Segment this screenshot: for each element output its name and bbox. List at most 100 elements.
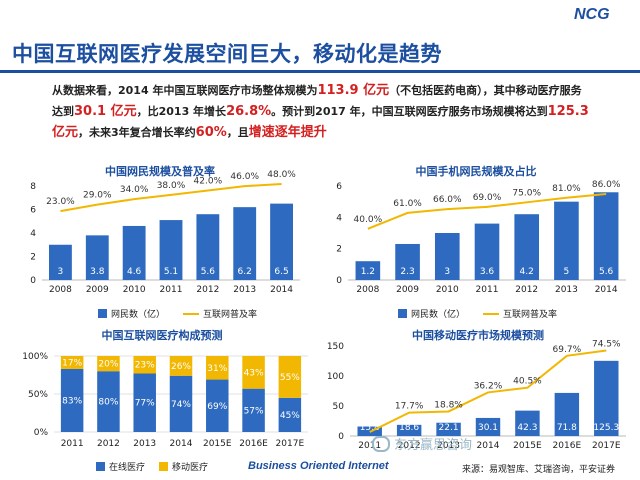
line-data-label: 75.0% bbox=[512, 188, 541, 198]
y-tick-label: 0% bbox=[34, 428, 49, 438]
bar-data-label: 71.8 bbox=[557, 423, 577, 433]
x-tick-label: 2014 bbox=[477, 441, 500, 451]
bar-data-label: 4.6 bbox=[127, 267, 142, 277]
line-data-label: 40.0% bbox=[354, 215, 383, 225]
legend-online-label: 在线医疗 bbox=[109, 463, 146, 473]
legend-online-swatch bbox=[96, 462, 105, 471]
bar bbox=[355, 261, 381, 280]
chart-title: 中国移动医疗市场规模预测 bbox=[412, 328, 544, 342]
mobile-data-label: 17% bbox=[62, 358, 82, 368]
x-tick-label: 2016E bbox=[553, 441, 582, 451]
online-data-label: 74% bbox=[171, 400, 191, 410]
x-tick-label: 2008 bbox=[356, 285, 379, 295]
y-tick-label: 2 bbox=[30, 253, 36, 263]
line-data-label: 17.7% bbox=[395, 402, 424, 412]
bar-online bbox=[206, 379, 229, 432]
bar-data-label: 5 bbox=[564, 267, 570, 277]
y-tick-label: 100% bbox=[22, 352, 48, 362]
bar bbox=[515, 410, 540, 436]
legend-mobile-swatch bbox=[159, 462, 169, 471]
mobile-data-label: 26% bbox=[171, 362, 191, 372]
summary-highlight: 30.1 亿元 bbox=[74, 104, 137, 119]
y-tick-label: 50% bbox=[28, 390, 48, 400]
x-tick-label: 2014 bbox=[595, 285, 618, 295]
mobile-data-label: 20% bbox=[98, 360, 118, 370]
mobile-data-label: 43% bbox=[244, 368, 264, 378]
line-data-label: 66.0% bbox=[433, 195, 462, 205]
x-tick-label: 2017E bbox=[276, 439, 305, 449]
bar-online bbox=[97, 371, 120, 432]
y-tick-label: 4 bbox=[336, 213, 342, 223]
y-tick-label: 8 bbox=[30, 182, 36, 192]
bar-data-label: 4.2 bbox=[520, 267, 534, 277]
line-data-label: 29.0% bbox=[83, 191, 112, 201]
summary-highlight: 113.9 亿元 bbox=[317, 83, 390, 98]
bar bbox=[395, 243, 420, 280]
chart-composition-legend: 在线医疗 移动医疗 bbox=[96, 460, 208, 473]
line-data-label: 69.7% bbox=[553, 345, 582, 355]
chart-title: 中国网民规模及普及率 bbox=[105, 164, 215, 178]
bar-data-label: 5.1 bbox=[164, 267, 178, 277]
y-tick-label: 0 bbox=[30, 276, 36, 286]
bar-mobile bbox=[133, 356, 156, 374]
bar bbox=[594, 360, 619, 436]
bar-data-label: 6.5 bbox=[274, 267, 288, 277]
bar bbox=[396, 424, 422, 436]
x-tick-label: 2013 bbox=[133, 439, 156, 449]
y-tick-label: 0 bbox=[336, 276, 342, 286]
bar-data-label: 5.6 bbox=[201, 267, 216, 277]
line-data-label: 34.0% bbox=[120, 185, 149, 195]
summary-text: ，未来3年复合增长率约 bbox=[78, 126, 196, 139]
bar-online bbox=[133, 373, 156, 432]
online-data-label: 69% bbox=[207, 402, 227, 412]
bar bbox=[233, 207, 257, 280]
bar-data-label: 22.1 bbox=[439, 423, 459, 433]
legend-line-label: 互联网普及率 bbox=[203, 310, 258, 320]
bar-mobile bbox=[97, 356, 120, 372]
x-tick-label: 2013 bbox=[233, 285, 256, 295]
bar bbox=[159, 220, 183, 280]
x-tick-label: 2008 bbox=[49, 285, 72, 295]
bar-data-label: 15.8 bbox=[360, 423, 380, 433]
bar bbox=[270, 203, 293, 280]
online-data-label: 45% bbox=[280, 411, 300, 421]
online-data-label: 83% bbox=[62, 396, 82, 406]
page-title: 中国互联网医疗发展空间巨大，移动化是趋势 bbox=[12, 42, 442, 66]
bar-online bbox=[169, 375, 193, 432]
bar-data-label: 5.6 bbox=[599, 267, 614, 277]
legend-line-swatch bbox=[483, 312, 500, 315]
chart-composition-panel: 中国互联网医疗构成预测 0% 50% 100% 83% 17% 2011 80% 20% 2012… bbox=[12, 328, 312, 460]
summary-highlight: 60% bbox=[195, 125, 227, 140]
bar bbox=[85, 235, 109, 280]
bar-mobile bbox=[242, 356, 265, 389]
y-tick-label: 50 bbox=[333, 402, 345, 412]
summary-text: 。预计到2017 年，中国互联网医疗服务市场规模将达到 bbox=[271, 105, 548, 118]
chart-composition: 中国互联网医疗构成预测 0% 50% 100% 83% 17% 2011 80% 20% 2012… bbox=[22, 328, 308, 449]
line-data-label: 42.0% bbox=[194, 177, 223, 187]
summary-highlight: 增速逐年提升 bbox=[248, 125, 327, 140]
legend-bar-swatch bbox=[398, 309, 407, 318]
wechat-icon bbox=[372, 435, 390, 452]
bar-data-label: 18.6 bbox=[399, 423, 419, 433]
legend-bar-label: 网民数（亿） bbox=[111, 310, 166, 320]
watermark: 东方赢思咨询 bbox=[372, 434, 472, 453]
y-tick-label: 150 bbox=[327, 342, 344, 352]
source-note: 来源：易观智库、艾瑞咨询，平安证券 bbox=[462, 465, 616, 475]
chart-mobile-market-panel: 中国移动医疗市场规模预测 0 50 100 150 15.8 2011 18.6 2012 22.… bbox=[326, 328, 630, 460]
summary-text: 从数据来看，2014 年中国互联网医疗市场整体规模为 bbox=[52, 84, 318, 97]
summary-highlight: 125.3 亿元 bbox=[52, 104, 589, 140]
mobile-data-label: 31% bbox=[207, 364, 227, 374]
chart-mobile-netizen-panel: 中国手机网民规模及占比 0 2 4 6 1.2 2008 2.3 2009 3 2010 3.6 201… bbox=[326, 164, 630, 312]
x-tick-label: 2015E bbox=[513, 441, 542, 451]
line-data-label: 18.8% bbox=[434, 400, 463, 410]
x-tick-label: 2014 bbox=[170, 439, 193, 449]
bar-data-label: 125.3 bbox=[593, 423, 619, 433]
bar-mobile bbox=[60, 356, 84, 369]
bar bbox=[475, 417, 501, 436]
chart-mobile-market: 中国移动医疗市场规模预测 0 50 100 150 15.8 2011 18.6 2012 22.… bbox=[327, 328, 626, 451]
x-tick-label: 2012 bbox=[97, 439, 120, 449]
bar-mobile bbox=[206, 356, 229, 380]
bar-data-label: 3 bbox=[58, 267, 64, 277]
line-data-label: 48.0% bbox=[267, 170, 296, 180]
y-tick-label: 100 bbox=[327, 372, 344, 382]
